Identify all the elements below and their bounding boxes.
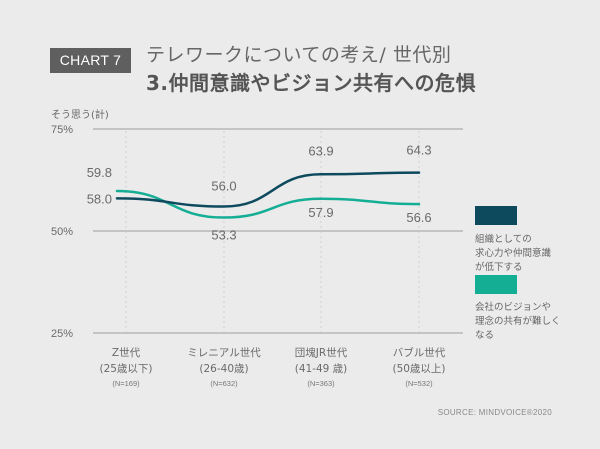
legend-label-series-0: 組織としての 求心力や仲間意識 が低下する	[475, 233, 585, 275]
series-line-0	[115, 171, 421, 208]
chart-title: テレワークについての考え/ 世代別	[146, 44, 452, 66]
legend-swatch-series-0	[475, 206, 517, 225]
y-tick-label: 25%	[51, 328, 73, 340]
y-tick-label: 50%	[51, 226, 73, 238]
x-tick-label: 団塊JR世代	[295, 346, 348, 359]
x-tick-n: (N=532)	[405, 379, 433, 388]
x-tick-range: (41-49 歳)	[295, 363, 348, 375]
data-label: 63.9	[308, 143, 333, 158]
x-tick-range: (25歳以下)	[99, 363, 152, 375]
legend-swatch-series-1	[475, 275, 517, 294]
data-label: 57.9	[308, 205, 333, 220]
series-line-1	[115, 189, 421, 219]
legend-line: なる	[475, 330, 495, 341]
legend-line: 組織としての	[475, 234, 532, 245]
legend-line: 求心力や仲間意識	[475, 248, 552, 259]
x-tick-range: (50歳以上)	[392, 363, 445, 375]
legend-label-series-1: 会社のビジョンや 理念の共有が難しく なる	[475, 301, 585, 343]
chart-subtitle: 3.仲間意識やビジョン共有への危惧	[146, 71, 477, 95]
x-tick-label: ミレニアル世代	[187, 347, 261, 359]
data-label: 64.3	[406, 143, 431, 158]
chart-badge: CHART 7	[50, 48, 131, 73]
legend-line: 会社のビジョンや	[475, 302, 552, 313]
y-axis-label: そう思う(計)	[51, 110, 109, 121]
data-label: 56.6	[406, 210, 431, 225]
source-note: SOURCE: MINDVOICE®2020	[437, 408, 552, 417]
x-tick-range: (26-40歳)	[199, 363, 248, 375]
x-tick-n: (N=632)	[210, 379, 238, 388]
x-tick-n: (N=363)	[307, 379, 335, 388]
x-tick-label: バブル世代	[393, 346, 446, 359]
y-tick-label: 75%	[51, 124, 73, 136]
x-tick-label: Z世代	[112, 347, 141, 359]
legend-line: が低下する	[475, 262, 523, 273]
data-label: 58.0	[87, 191, 112, 206]
x-tick-n: (N=169)	[112, 379, 140, 388]
data-label: 59.8	[87, 165, 112, 180]
data-label: 53.3	[211, 228, 236, 243]
legend-line: 理念の共有が難しく	[475, 316, 561, 327]
data-label: 56.0	[211, 179, 236, 194]
